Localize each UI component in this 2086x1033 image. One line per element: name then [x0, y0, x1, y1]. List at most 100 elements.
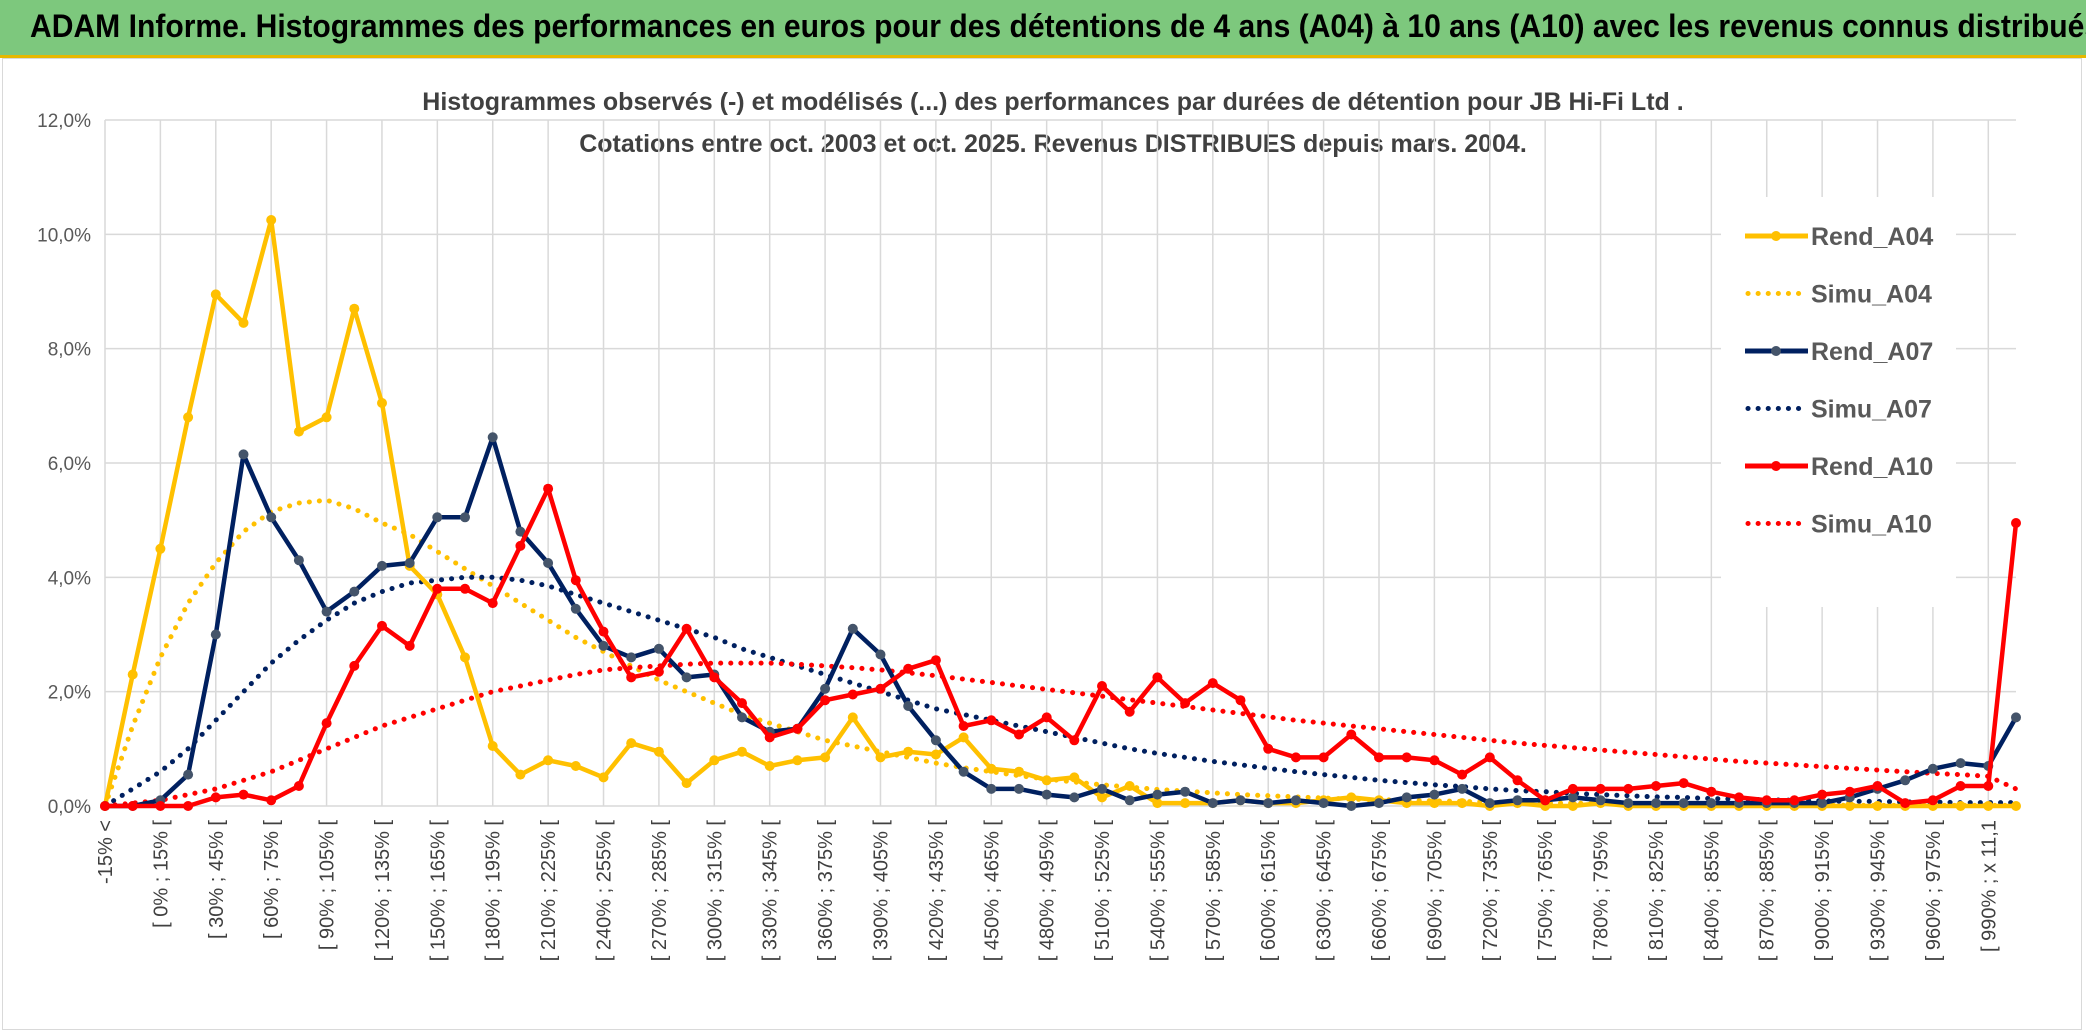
x-tick-label: -15% < — [95, 820, 117, 884]
data-point — [1817, 798, 1828, 809]
data-point — [1844, 786, 1855, 797]
data-point — [958, 721, 969, 731]
data-point — [1014, 766, 1024, 777]
data-point — [1457, 798, 1468, 809]
data-point — [1484, 798, 1495, 809]
data-point — [127, 669, 138, 680]
data-point — [903, 701, 914, 711]
data-point — [321, 412, 332, 423]
data-point — [293, 781, 304, 791]
y-tick-label: 0,0% — [48, 797, 91, 818]
data-point — [1457, 783, 1468, 794]
x-tick-label: [ 300% ; 315% [ — [704, 820, 726, 962]
data-point — [238, 789, 249, 800]
data-point — [1014, 783, 1024, 794]
data-point — [875, 683, 886, 694]
data-point — [1706, 786, 1717, 797]
data-point — [266, 795, 277, 806]
legend-item: Simu_A04 — [1745, 281, 1932, 309]
data-point — [1429, 798, 1440, 809]
data-point — [792, 755, 803, 766]
data-point — [875, 752, 886, 763]
x-tick-label: [ 660% ; 675% [ — [1369, 820, 1391, 962]
data-point — [1124, 795, 1135, 806]
data-point — [2011, 801, 2021, 811]
data-point — [570, 761, 581, 771]
series-rend-a10 — [100, 483, 2021, 811]
data-point — [764, 732, 775, 743]
data-point — [1734, 792, 1744, 803]
x-tick-label: [ 30% ; 45% [ — [206, 820, 228, 939]
data-point — [183, 412, 194, 423]
data-point — [1872, 781, 1883, 791]
legend-label: Rend_A07 — [1811, 338, 1933, 366]
data-point — [210, 289, 221, 300]
data-point — [1678, 778, 1689, 789]
data-point — [2011, 518, 2021, 528]
data-point — [598, 772, 609, 783]
data-point — [930, 655, 941, 666]
x-tick-label: [ 330% ; 345% [ — [760, 820, 782, 962]
series-group — [100, 215, 2021, 811]
legend-label: Simu_A07 — [1811, 396, 1932, 424]
data-point — [1927, 795, 1938, 806]
x-tick-label: [ 60% ; 75% [ — [261, 820, 283, 939]
data-point — [515, 769, 526, 780]
series-line — [105, 486, 2019, 809]
data-point — [1069, 792, 1080, 803]
data-point — [487, 598, 498, 609]
data-point — [1069, 772, 1080, 783]
data-point — [1346, 801, 1357, 811]
report-title: ADAM Informe. Histogrammes des performan… — [30, 8, 2086, 44]
data-point — [1263, 743, 1274, 754]
legend-label: Rend_A04 — [1811, 223, 1933, 251]
data-point — [127, 801, 138, 811]
data-point — [1180, 798, 1191, 809]
data-point — [1374, 798, 1384, 809]
data-point — [1290, 752, 1301, 763]
data-point — [1872, 801, 1883, 811]
data-point — [183, 769, 194, 780]
data-point — [1041, 789, 1052, 800]
data-point — [820, 683, 831, 694]
data-point — [930, 735, 941, 746]
data-point — [404, 640, 415, 651]
data-point — [958, 766, 969, 777]
data-point — [432, 583, 443, 594]
data-point — [875, 649, 886, 660]
y-tick-label: 4,0% — [48, 568, 91, 589]
data-point — [1097, 792, 1107, 803]
x-tick-label: [ 960% ; 975% [ — [1923, 820, 1945, 962]
data-point — [1041, 775, 1052, 786]
data-point — [293, 426, 304, 437]
data-point — [1651, 781, 1661, 791]
data-point — [210, 792, 221, 803]
data-point — [1235, 795, 1246, 806]
legend-marker — [1771, 346, 1781, 356]
data-point — [460, 583, 470, 594]
data-point — [598, 626, 609, 637]
data-point — [1955, 781, 1966, 791]
data-point — [543, 483, 554, 494]
data-point — [1401, 752, 1412, 763]
x-tick-label: [ 360% ; 375% [ — [815, 820, 837, 962]
data-point — [515, 526, 526, 537]
data-point — [515, 540, 526, 551]
grid-lines — [104, 119, 2016, 807]
x-tick-label: [ 390% ; 405% [ — [870, 820, 892, 962]
data-point — [487, 432, 498, 443]
data-point — [764, 761, 775, 771]
data-point — [1623, 783, 1634, 794]
data-point — [709, 672, 720, 683]
data-point — [1207, 798, 1218, 809]
data-point — [1623, 798, 1634, 809]
data-point — [653, 643, 664, 654]
legend-item: Rend_A07 — [1745, 338, 1933, 366]
data-point — [238, 317, 249, 328]
data-point — [1152, 672, 1163, 683]
x-tick-label: [ 480% ; 495% [ — [1037, 820, 1059, 962]
data-point — [1097, 681, 1107, 691]
data-point — [570, 575, 581, 586]
data-point — [404, 558, 415, 568]
x-tick-label: [ 750% ; 765% [ — [1535, 820, 1557, 962]
